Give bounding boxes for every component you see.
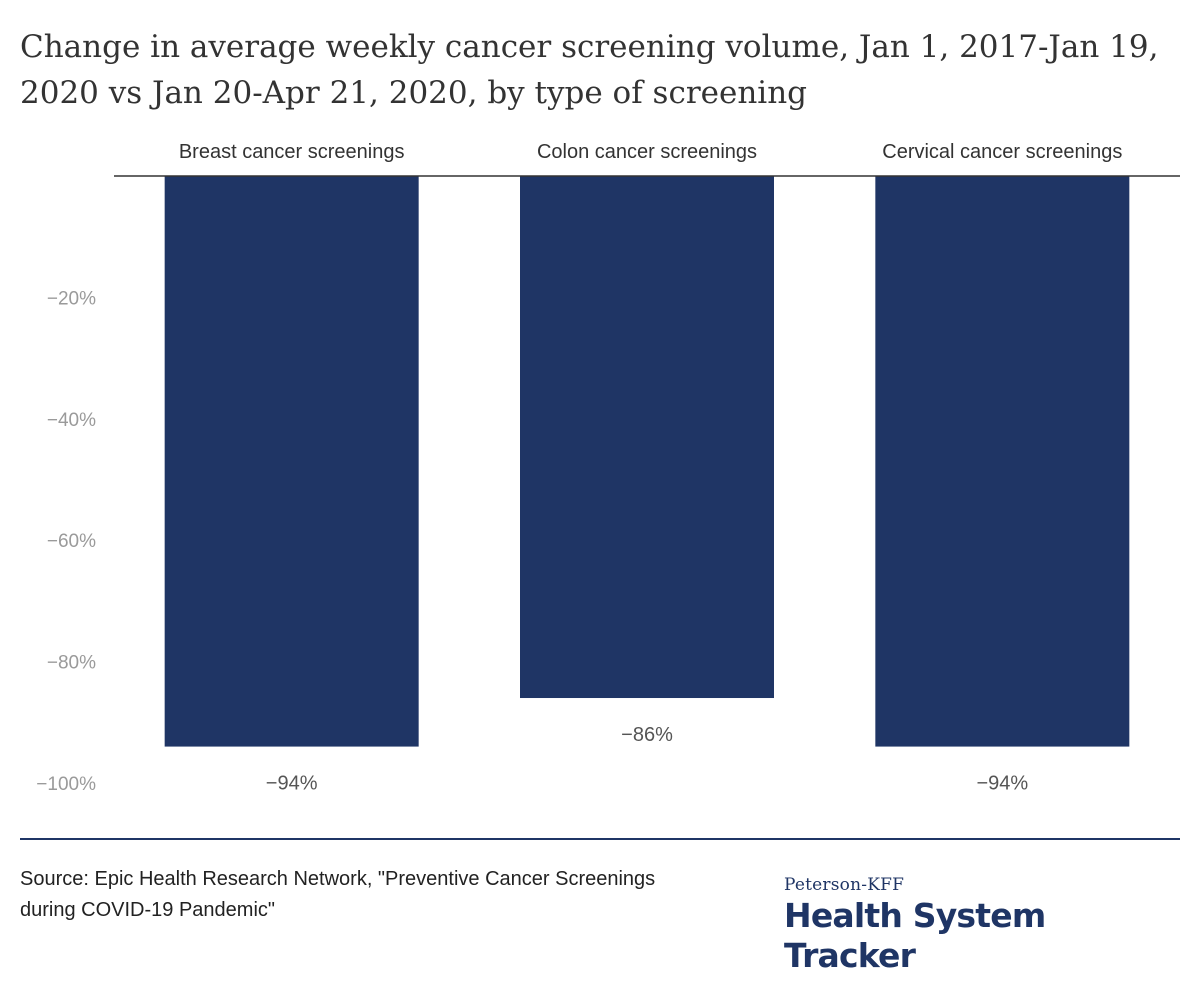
bars [164,176,1130,747]
chart-title: Change in average weekly cancer screenin… [20,29,1159,111]
category-label: Colon cancer screenings [537,141,757,163]
data-label: −86% [621,724,673,746]
y-tick-label: −20% [47,288,96,309]
brand-name-large: Health System Tracker [784,896,1046,975]
category-labels: Breast cancer screenings Colon cancer scr… [179,141,1123,163]
source-note: Source: Epic Health Research Network, "P… [20,868,656,921]
y-tick-label: −100% [36,774,96,795]
y-tick-label: −40% [47,410,96,431]
bar [164,176,419,747]
bar [520,176,774,699]
footer-divider [20,838,1180,840]
data-labels: −94% −86% −94% [266,724,1029,795]
bar [875,176,1130,747]
y-tick-label: −80% [47,653,96,674]
y-tick-label: −60% [47,531,96,552]
brand-name-small: Peterson-KFF [784,875,905,895]
data-label: −94% [976,773,1028,795]
brand-logo: Peterson-KFF Health System Tracker [784,874,1184,976]
category-label: Breast cancer screenings [179,141,405,163]
category-label: Cervical cancer screenings [882,141,1122,163]
data-label: −94% [266,773,318,795]
y-axis-ticks: −20% −40% −60% −80% −100% [36,288,96,795]
